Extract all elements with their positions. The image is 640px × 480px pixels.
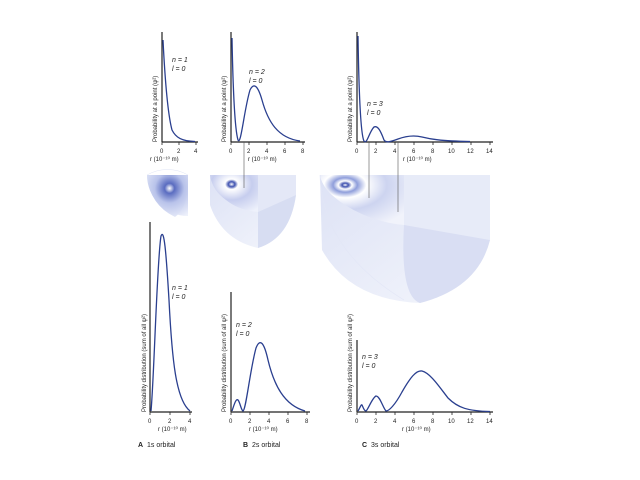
panel-a-top-curve: [162, 39, 196, 143]
panel-c-bottom-l-label: l = 0: [362, 363, 376, 370]
panel-a-bottom-curve: [150, 233, 191, 412]
tick-label: 6: [412, 149, 416, 155]
panel-a-top-y-label: Probability at a point (ψ²): [153, 76, 159, 142]
caption-c-text: 3s orbital: [371, 442, 400, 449]
panel-c-bottom-ticks: 0 2 4 6 8 10 12 14: [355, 412, 493, 425]
tick-label: 12: [467, 419, 474, 425]
panel-c-top-graph: 0 2 4 6 8 10 12 14 r (10⁻¹⁰ m) Probabili…: [348, 32, 493, 163]
panel-c-top-ticks: 0 2 4 6 8 10 12 14: [355, 142, 493, 155]
tick-label: 2: [168, 419, 172, 425]
panel-b-bottom-y-label: Probability distribution (sum of all ψ²): [222, 314, 228, 412]
panel-c-top-n-label: n = 3: [367, 101, 383, 108]
caption-b-letter: B: [243, 442, 248, 449]
panel-a-top-l-label: l = 0: [172, 66, 186, 73]
panel-c-top-curve: [357, 35, 471, 143]
caption-c: C 3s orbital: [362, 442, 400, 449]
tick-label: 2: [248, 419, 252, 425]
tick-label: 4: [393, 149, 397, 155]
panel-b-bottom-n-label: n = 2: [236, 322, 252, 329]
leader-lines: [243, 142, 399, 212]
panel-a-bottom-graph: 0 2 4 r (10⁻¹⁰ m) Probability distributi…: [142, 222, 192, 433]
tick-label: 0: [229, 419, 233, 425]
panel-a-bottom-x-label: r (10⁻¹⁰ m): [158, 426, 187, 433]
panel-c-bottom-y-label: Probability distribution (sum of all ψ²): [348, 314, 354, 412]
tick-label: 2: [247, 149, 251, 155]
tick-label: 6: [412, 419, 416, 425]
tick-label: 6: [286, 419, 290, 425]
tick-label: 0: [160, 149, 164, 155]
tick-label: 0: [148, 419, 152, 425]
panel-c-bottom-x-label: r (10⁻¹⁰ m): [402, 426, 431, 433]
tick-label: 2: [374, 149, 378, 155]
caption-c-letter: C: [362, 442, 367, 449]
tick-label: 0: [229, 149, 233, 155]
panel-a-top-x-label: r (10⁻¹⁰ m): [150, 156, 179, 163]
panel-b-bottom-l-label: l = 0: [236, 331, 250, 338]
panel-c-bottom-n-label: n = 3: [362, 354, 378, 361]
panel-b-top-y-label: Probability at a point (ψ²): [222, 76, 228, 142]
panel-b-bottom-curve: [231, 342, 306, 412]
panel-a-bottom-y-label: Probability distribution (sum of all ψ²): [142, 314, 148, 412]
tick-label: 0: [355, 419, 359, 425]
panel-b-top-curve: [231, 37, 301, 142]
orbital-1s-sphere: [146, 169, 189, 217]
panel-b-bottom-ticks: 0 2 4 6 8: [229, 412, 309, 425]
panel-b-top-ticks: 0 2 4 6 8: [229, 142, 305, 155]
panel-a-bottom-n-label: n = 1: [172, 285, 188, 292]
caption-b: B 2s orbital: [243, 442, 281, 449]
tick-label: 8: [431, 149, 435, 155]
panel-a-top-ticks: 0 2 4: [160, 142, 198, 155]
panel-b-top-l-label: l = 0: [249, 78, 263, 85]
tick-label: 2: [374, 419, 378, 425]
panel-a-bottom-l-label: l = 0: [172, 294, 186, 301]
orbital-3s-sphere: [319, 174, 490, 303]
panel-b-top-n-label: n = 2: [249, 69, 265, 76]
panel-c-top-y-label: Probability at a point (ψ²): [348, 76, 354, 142]
caption-a-text: 1s orbital: [147, 442, 176, 449]
tick-label: 4: [188, 419, 192, 425]
panel-b-bottom-x-label: r (10⁻¹⁰ m): [249, 426, 278, 433]
tick-label: 0: [355, 149, 359, 155]
panel-c-bottom-curve: [357, 370, 491, 413]
panel-c-top-l-label: l = 0: [367, 110, 381, 117]
panel-c-bottom-graph: 0 2 4 6 8 10 12 14 r (10⁻¹⁰ m) Probabili…: [348, 314, 493, 433]
panel-b-top-x-label: r (10⁻¹⁰ m): [248, 156, 277, 163]
tick-label: 12: [467, 149, 474, 155]
panel-c-top-x-label: r (10⁻¹⁰ m): [403, 156, 432, 163]
tick-label: 4: [267, 419, 271, 425]
tick-label: 2: [177, 149, 181, 155]
tick-label: 4: [265, 149, 269, 155]
tick-label: 6: [283, 149, 287, 155]
tick-label: 10: [448, 419, 455, 425]
caption-b-text: 2s orbital: [252, 442, 281, 449]
tick-label: 4: [393, 419, 397, 425]
tick-label: 8: [305, 419, 309, 425]
tick-label: 8: [431, 419, 435, 425]
panel-b-top-graph: 0 2 4 6 8 r (10⁻¹⁰ m) Probability at a p…: [222, 32, 305, 163]
tick-label: 14: [486, 419, 493, 425]
orbital-2s-sphere: [210, 175, 296, 248]
caption-a-letter: A: [138, 442, 143, 449]
tick-label: 14: [486, 149, 493, 155]
caption-a: A 1s orbital: [138, 442, 176, 449]
panel-a-top-graph: 0 2 4 r (10⁻¹⁰ m) Probability at a point…: [150, 32, 198, 163]
panel-a-bottom-ticks: 0 2 4: [148, 412, 192, 425]
panel-a-top-n-label: n = 1: [172, 57, 188, 64]
panel-b-bottom-graph: 0 2 4 6 8 r (10⁻¹⁰ m) Probability distri…: [222, 292, 310, 433]
tick-label: 4: [194, 149, 198, 155]
tick-label: 8: [301, 149, 305, 155]
tick-label: 10: [448, 149, 455, 155]
